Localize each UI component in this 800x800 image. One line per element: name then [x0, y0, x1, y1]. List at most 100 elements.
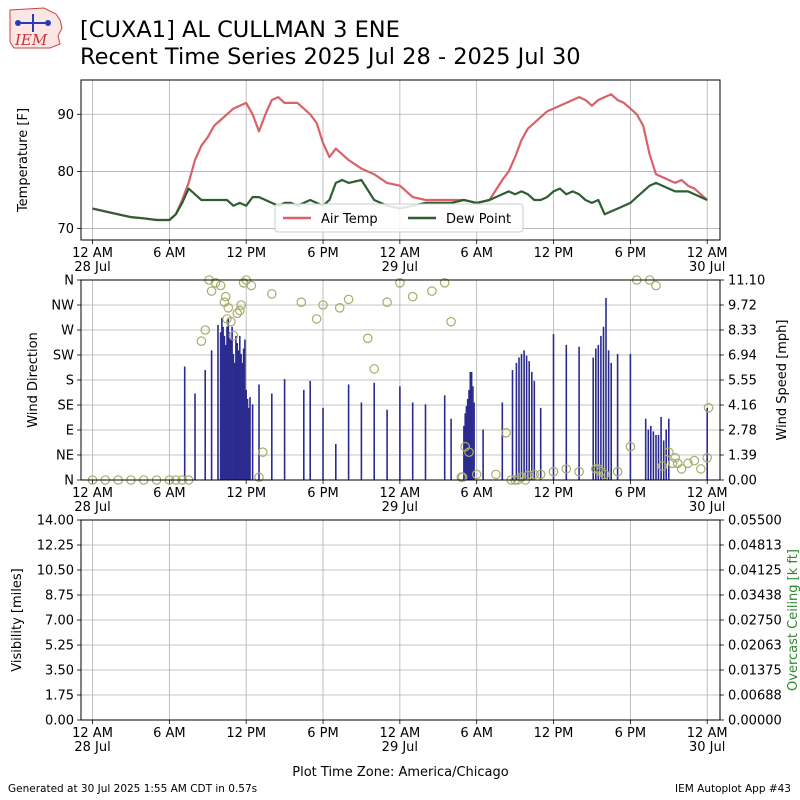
y-tick-label: SE — [58, 399, 74, 414]
x-tick-label: 6 PM — [615, 246, 646, 261]
wind-speed-bar — [450, 418, 452, 480]
y-right-tick-label: 6.94 — [728, 349, 757, 364]
wind-speed-bar — [230, 339, 232, 480]
legend-entry: Air Temp — [321, 212, 378, 227]
wind-speed-bar — [610, 362, 612, 480]
wind-speed-bar — [660, 416, 662, 480]
wind-direction-marker — [535, 469, 546, 480]
wind-direction-marker — [663, 447, 674, 457]
wind-direction-marker — [439, 277, 450, 288]
wind-speed-bar — [501, 402, 504, 480]
wind-speed-bar — [578, 346, 580, 480]
y-tick-label: SW — [53, 349, 74, 364]
iem-logo: IEM — [4, 6, 66, 56]
y-right-axis-label: Wind Speed [mph] — [775, 320, 790, 441]
wind-speed-bar — [518, 357, 520, 480]
y-right-tick-label: 0.03438 — [728, 589, 782, 604]
x-tick-sublabel: 28 Jul — [74, 260, 110, 275]
wind-direction-marker — [311, 314, 322, 324]
wind-speed-bar — [565, 344, 568, 480]
wind-direction-marker — [529, 469, 540, 480]
wind-speed-bar — [605, 298, 607, 480]
y-right-tick-label: 2.78 — [728, 424, 757, 439]
x-tick-label: 12 AM — [687, 246, 728, 261]
wind-speed-bar — [309, 380, 311, 480]
y-tick-label: 90 — [57, 108, 74, 123]
wind-speed-bar — [232, 353, 235, 480]
wind-direction-marker — [702, 452, 712, 463]
wind-speed-bar — [335, 444, 337, 480]
wind-speed-bar — [665, 429, 667, 480]
x-tick-label: 12 AM — [72, 486, 113, 501]
wind-direction-marker — [703, 402, 714, 413]
wind-speed-bar — [473, 402, 475, 480]
wind-direction-marker — [651, 280, 661, 291]
wind-direction-marker — [210, 277, 221, 288]
wind-direction-marker — [427, 286, 437, 296]
x-tick-label: 6 AM — [153, 486, 186, 501]
y-tick-label: 10.50 — [37, 564, 74, 579]
wind-speed-bar — [657, 435, 660, 480]
wind-speed-bar — [246, 398, 249, 480]
y-tick-label: 70 — [57, 222, 74, 237]
y-right-tick-label: 0.05500 — [728, 514, 782, 529]
x-axis-label: Plot Time Zone: America/Chicago — [292, 765, 508, 780]
wind-direction-marker — [676, 464, 687, 474]
wind-speed-bar — [466, 398, 469, 480]
y-right-tick-label: 0.02750 — [728, 614, 782, 629]
y-tick-label: E — [66, 424, 74, 439]
wind-speed-bar — [322, 407, 324, 480]
wind-direction-marker — [206, 286, 217, 296]
wind-speed-bar — [468, 389, 470, 480]
x-tick-sublabel: 28 Jul — [74, 740, 110, 755]
wind-speed-bar — [539, 407, 542, 480]
wind-speed-bar — [515, 362, 518, 480]
x-tick-label: 6 AM — [153, 726, 186, 741]
y-tick-label: 3.50 — [45, 664, 74, 679]
x-tick-label: 12 AM — [379, 486, 420, 501]
y-right-tick-label: 5.55 — [728, 374, 757, 389]
wind-direction-marker — [657, 461, 668, 471]
y-tick-label: 7.00 — [45, 614, 74, 629]
wind-direction-marker — [382, 297, 392, 307]
y-right-tick-label: 0.00 — [728, 474, 757, 489]
wind-direction-marker — [223, 302, 234, 313]
wind-speed-bar — [194, 393, 196, 480]
x-tick-sublabel: 30 Jul — [689, 500, 725, 515]
wind-direction-marker — [362, 333, 373, 344]
x-tick-label: 12 AM — [72, 726, 113, 741]
wind-direction-marker — [226, 316, 236, 327]
wind-speed-bar — [592, 357, 594, 480]
wind-direction-marker — [200, 325, 210, 335]
air-temp-line — [92, 93, 708, 222]
wind-speed-bar — [482, 429, 484, 480]
temperature-plot-frame — [80, 79, 721, 241]
wind-speed-bar — [251, 404, 254, 480]
x-tick-sublabel: 29 Jul — [382, 740, 418, 755]
x-tick-label: 12 AM — [72, 246, 113, 261]
wind-speed-bar — [463, 425, 465, 480]
y-tick-label: NE — [56, 449, 74, 464]
wind-direction-marker — [257, 447, 268, 457]
wind-direction-marker — [228, 330, 239, 341]
wind-speed-bar — [525, 355, 528, 480]
wind-direction-marker — [599, 469, 610, 480]
wind-speed-bar — [386, 409, 388, 480]
wind-speed-bar — [511, 370, 514, 480]
wind-speed-bar — [223, 335, 226, 480]
x-tick-sublabel: 28 Jul — [74, 500, 110, 515]
wind-speed-bar — [210, 350, 213, 480]
wind-speed-bar — [222, 326, 224, 480]
wind-speed-bar — [607, 350, 610, 480]
wind-direction-marker — [236, 300, 246, 310]
x-tick-label: 12 PM — [226, 726, 266, 741]
y-right-tick-label: 0.04125 — [728, 564, 782, 579]
y-right-tick-label: 11.10 — [728, 274, 765, 289]
wind-speed-bar — [248, 407, 250, 480]
wind-direction-marker — [235, 305, 245, 316]
y-right-axis-label: Overcast Ceiling [k ft] — [786, 549, 800, 691]
wind-direction-marker — [215, 280, 226, 291]
y-tick-label: N — [64, 474, 74, 489]
wind-speed-bar — [217, 325, 219, 480]
y-right-tick-label: 0.00688 — [728, 689, 782, 704]
